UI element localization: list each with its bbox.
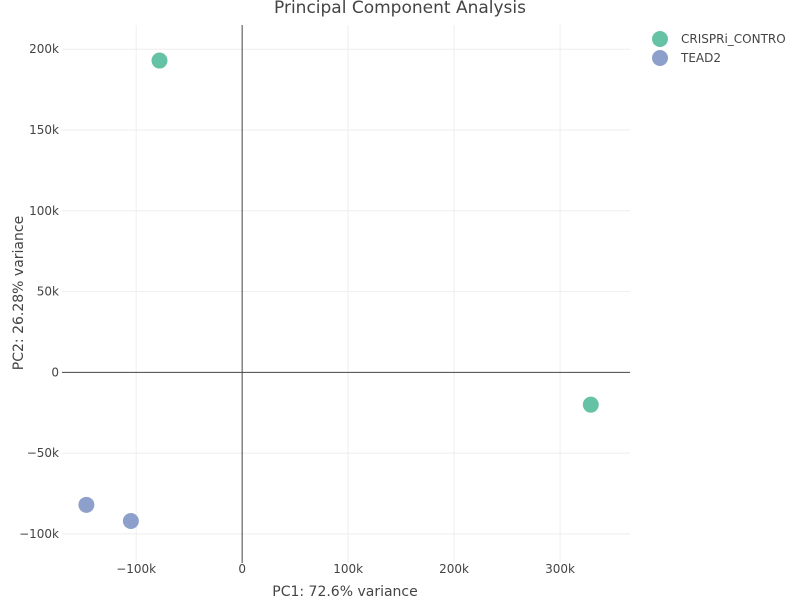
data-points: [78, 52, 599, 529]
tick-labels: −100k 0 100k 200k 300k −100k −50k 0 50k 100k 150k 2…: [19, 42, 575, 576]
y-tick-label: 100k: [29, 204, 59, 218]
y-tick-label: −50k: [27, 446, 59, 460]
data-point[interactable]: [122, 512, 139, 529]
y-axis-title: PC2: 26.28% variance: [11, 216, 27, 370]
x-tick-label: 300k: [545, 562, 575, 576]
x-tick-label: 200k: [439, 562, 469, 576]
legend-label: TEAD2: [680, 51, 721, 65]
x-axis-title: PC1: 72.6% variance: [272, 584, 418, 600]
grid-layer: [62, 25, 630, 563]
data-point[interactable]: [151, 52, 168, 69]
data-point[interactable]: [582, 396, 599, 413]
zero-lines: [62, 25, 630, 563]
legend-marker: [652, 31, 668, 47]
y-tick-label: 0: [51, 365, 59, 379]
y-tick-label: 50k: [37, 285, 59, 299]
legend-label: CRISPRi_CONTRO: [681, 32, 786, 46]
legend-item[interactable]: CRISPRi_CONTRO: [652, 31, 786, 47]
legend-marker: [652, 50, 668, 66]
legend[interactable]: CRISPRi_CONTRO TEAD2: [652, 31, 786, 66]
data-point[interactable]: [78, 496, 95, 513]
x-tick-label: 100k: [333, 562, 363, 576]
legend-item[interactable]: TEAD2: [652, 50, 721, 66]
chart-title: Principal Component Analysis: [274, 0, 526, 18]
x-tick-label: −100k: [116, 562, 156, 576]
y-tick-label: −100k: [19, 527, 59, 541]
x-tick-label: 0: [238, 562, 246, 576]
y-tick-label: 150k: [29, 123, 59, 137]
y-tick-label: 200k: [29, 42, 59, 56]
